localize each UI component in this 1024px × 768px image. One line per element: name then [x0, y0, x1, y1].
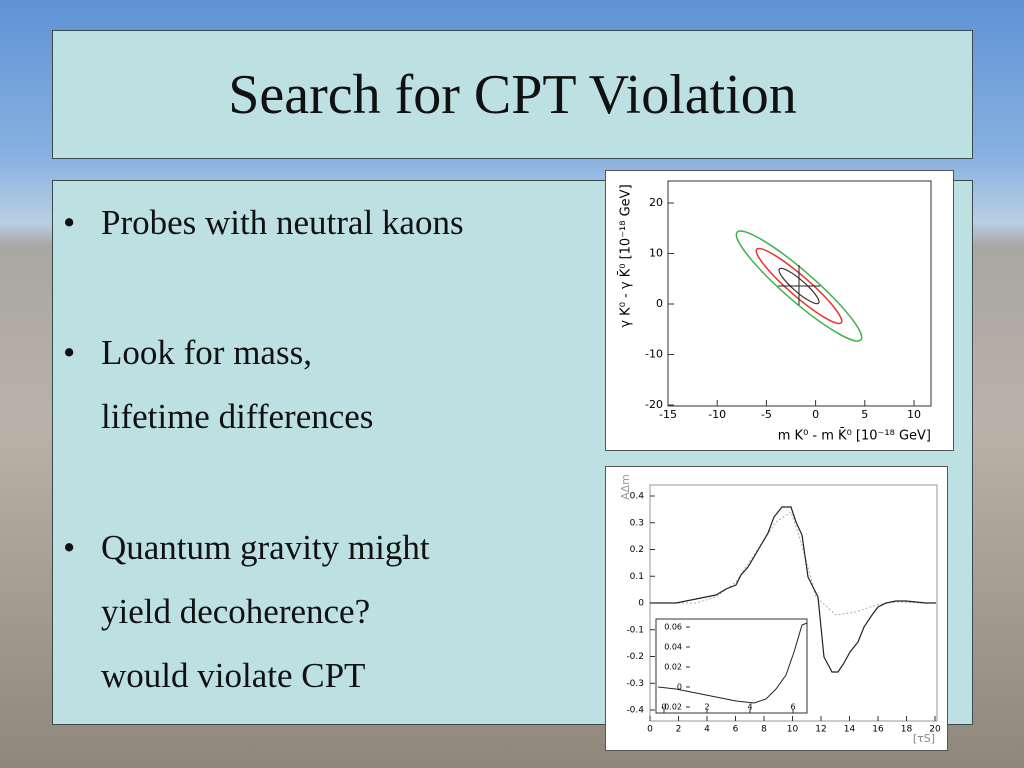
bullet: Probes with neutral kaons • — [63, 191, 464, 255]
plot-frame — [667, 180, 932, 407]
y-tick-label: -20 — [645, 398, 663, 411]
x-tick-label: 4 — [747, 703, 752, 712]
x-tick-label: 18 — [901, 725, 913, 735]
title-box: Search for CPT Violation — [52, 30, 973, 159]
x-tick-label: 4 — [704, 725, 710, 735]
y-tick-label: -0.02 — [661, 703, 682, 712]
curve — [650, 511, 927, 616]
bullet-line: would violate CPT — [101, 656, 366, 695]
bullet: Quantum gravity might • yield decoherence?… — [63, 516, 430, 708]
bullet-dot: • — [63, 528, 76, 567]
contour — [778, 267, 820, 305]
x-tick-label: -5 — [761, 408, 772, 421]
x-tick-label: 20 — [929, 725, 941, 735]
x-tick-label: 0 — [812, 408, 819, 421]
y-axis-label: γ K⁰ - γ K̄⁰ [10⁻¹⁸ GeV] — [618, 184, 633, 327]
slide-title: Search for CPT Violation — [228, 63, 797, 126]
x-tick-label: 6 — [733, 725, 739, 735]
histogram — [650, 506, 936, 673]
y-tick-label: -10 — [645, 348, 663, 361]
y-tick-label: 0 — [656, 297, 663, 310]
y-tick-label: 0.02 — [664, 663, 682, 672]
x-tick-label: 14 — [844, 725, 856, 735]
inset-frame — [655, 618, 808, 714]
x-tick-label: 12 — [815, 725, 826, 735]
y-tick-label: 0 — [677, 683, 682, 692]
bullet-line: Probes with neutral kaons • — [63, 191, 464, 255]
bullet-line: yield decoherence? — [101, 592, 371, 631]
y-tick-label: 0.04 — [664, 643, 682, 652]
contour — [755, 247, 843, 325]
y-tick-label: 0.4 — [630, 492, 645, 502]
asymmetry-plot: 0 2 4 6 8 10 12 14 16 18 20 0.4 0.3 0.2 0.1 0 -0.1 -0.2 -0… — [605, 466, 948, 751]
y-tick-label: 20 — [649, 196, 663, 209]
x-tick-label: 2 — [676, 725, 682, 735]
contour — [735, 230, 863, 342]
x-tick-label: 8 — [761, 725, 767, 735]
y-tick-label: -0.2 — [626, 652, 644, 662]
ellipse-plot-svg: -15 -10 -5 0 5 10 20 10 0 -10 -20 m K⁰ - m K̄⁰ [10⁻… — [618, 180, 932, 444]
y-tick-label: -0.4 — [626, 706, 644, 716]
x-tick-label: 2 — [704, 703, 709, 712]
x-tick-label: 0 — [647, 725, 653, 735]
x-tick-label: 10 — [787, 725, 799, 735]
y-tick-label: 0 — [638, 599, 644, 609]
y-tick-label: -0.3 — [626, 679, 644, 689]
x-tick-label: 5 — [861, 408, 868, 421]
bullet-dot: • — [63, 333, 76, 372]
x-tick-label: 6 — [790, 703, 795, 712]
y-tick-label: 0.06 — [664, 623, 682, 632]
y-tick-label: 0.1 — [630, 572, 644, 582]
x-tick-label: 16 — [872, 725, 884, 735]
y-tick-label: 0.3 — [630, 518, 644, 528]
y-axis-label: AΔm — [619, 474, 632, 500]
y-tick-label: 10 — [649, 247, 663, 260]
bullet-line: lifetime differences — [101, 397, 374, 436]
y-tick-label: 0.2 — [630, 545, 644, 555]
bullet-dot: • — [63, 203, 76, 242]
bullet-line: Quantum gravity might • — [63, 516, 430, 580]
inset-histogram — [657, 622, 808, 704]
error-cross — [778, 265, 820, 305]
ellipse-plot: -15 -10 -5 0 5 10 20 10 0 -10 -20 m K⁰ - m K̄⁰ [10⁻… — [605, 170, 954, 451]
x-tick-label: 10 — [907, 408, 921, 421]
x-tick-label: 0 — [661, 703, 666, 712]
contours — [735, 230, 863, 342]
x-tick-label: -15 — [659, 408, 677, 421]
bullet: Look for mass, • lifetime differences — [63, 321, 373, 449]
x-axis-label: [τS] — [913, 732, 935, 745]
bullet-line: Look for mass, • — [63, 321, 373, 385]
x-axis-label: m K⁰ - m K̄⁰ [10⁻¹⁸ GeV] — [778, 428, 931, 443]
asymmetry-plot-svg: 0 2 4 6 8 10 12 14 16 18 200.40.30.20.10-0.1-0.2-0… — [619, 474, 941, 745]
x-tick-label: -10 — [708, 408, 726, 421]
y-tick-label: -0.1 — [626, 625, 644, 635]
